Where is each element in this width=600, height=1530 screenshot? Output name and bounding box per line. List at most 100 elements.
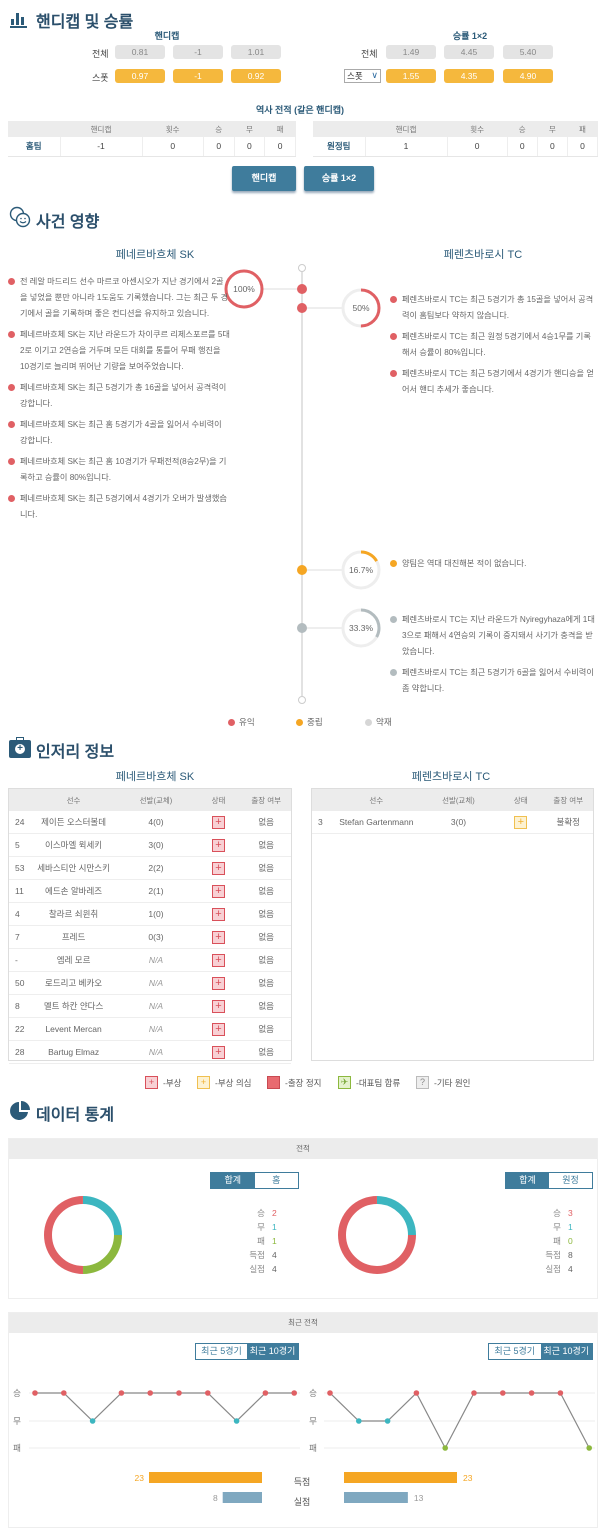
bullet-dot-icon bbox=[390, 370, 397, 377]
spot-select-value: 스폿 bbox=[347, 71, 363, 81]
toggle-total[interactable]: 합계 bbox=[506, 1173, 549, 1188]
impact-text: 페렌츠바로시 TC는 지난 라운드가 Nyiregyhaza에게 1대3으로 패… bbox=[402, 615, 595, 656]
odds-handicap-spot: 0.92 bbox=[231, 69, 281, 83]
injury-row: 4 찰라르 쇠윈취 1(0) + 없음 bbox=[9, 903, 291, 926]
impact-text: 페네르바흐체 SK는 최근 5경기에서 4경기가 오버가 발생했습니다. bbox=[20, 494, 227, 519]
player-appearances: N/A bbox=[148, 955, 164, 965]
odds-handicap-spot: 0.97 bbox=[115, 69, 165, 83]
history-header: 승 bbox=[203, 121, 235, 137]
injury-icon: + bbox=[212, 976, 226, 990]
impact-point: 페네르바흐체 SK는 최근 5경기가 총 16골을 넣어서 공격력이 강합니다. bbox=[8, 380, 230, 412]
impact-point: 페네르바흐체 SK는 지난 라운드가 차이쿠르 리제스포르를 5대2로 이기고 … bbox=[8, 327, 230, 375]
home-bar-득점 bbox=[149, 1472, 262, 1483]
player-appearances: N/A bbox=[148, 1001, 164, 1011]
section-title-handicap: 핸디캡 및 승률 bbox=[36, 14, 134, 31]
stat-value: 4 bbox=[568, 1264, 573, 1274]
home-bar-value: 8 bbox=[213, 1493, 218, 1503]
player-number: 28 bbox=[15, 1047, 25, 1057]
player-name: 세바스티안 시만스키 bbox=[37, 863, 110, 873]
history-cell: 0 bbox=[234, 137, 266, 157]
injury-column-header: 출장 여부 bbox=[251, 795, 281, 805]
injury-row: 50 로드리고 베카오 N/A + 없음 bbox=[9, 972, 291, 995]
stat-value: 0 bbox=[568, 1236, 573, 1246]
winrate-subtitle: 승률 1×2 bbox=[452, 31, 488, 41]
level-label: 무 bbox=[309, 1416, 317, 1426]
toggle-away[interactable]: 원정 bbox=[549, 1173, 592, 1188]
toggle-home[interactable]: 홈 bbox=[254, 1173, 298, 1188]
stat-label: 실점 bbox=[249, 1264, 265, 1274]
impact-text: 양팀은 역대 대진해본 적이 없습니다. bbox=[402, 559, 527, 568]
player-number: - bbox=[15, 955, 18, 965]
handicap-button[interactable]: 핸디캡 bbox=[232, 166, 296, 191]
toggle-last-10[interactable]: 최근 10경기 bbox=[540, 1344, 592, 1359]
form-point bbox=[471, 1390, 477, 1396]
player-appearances: 2(2) bbox=[148, 863, 164, 873]
timeline-node bbox=[297, 623, 307, 633]
history-header: 횟수 bbox=[142, 121, 204, 137]
player-name: 에드손 알바레즈 bbox=[45, 886, 103, 896]
form-point bbox=[233, 1418, 240, 1424]
history-cell: 0 bbox=[142, 137, 204, 157]
player-number: 11 bbox=[15, 886, 24, 896]
odds-handicap-spot: -1 bbox=[173, 69, 223, 83]
spot-select[interactable]: 스폿 ∨ bbox=[344, 69, 381, 83]
impact-text: 전 레알 마드리드 선수 마르코 아센시오가 지난 경기에서 2골을 넣었을 뿐… bbox=[20, 277, 229, 318]
player-appearances: 0(3) bbox=[148, 932, 164, 942]
odds-handicap-total: 1.01 bbox=[231, 45, 281, 59]
level-label: 무 bbox=[13, 1416, 21, 1426]
form-point bbox=[147, 1390, 153, 1396]
impact-text: 페네르바흐체 SK는 지난 라운드가 차이쿠르 리제스포르를 5대2로 이기고 … bbox=[20, 330, 230, 371]
player-name: 엠레 모르 bbox=[56, 955, 91, 965]
recent-panel: 최근 전적 bbox=[8, 1312, 598, 1528]
stat-value: 1 bbox=[272, 1236, 277, 1246]
goals-label: 득점 bbox=[294, 1476, 311, 1487]
level-label: 승 bbox=[13, 1388, 21, 1398]
toggle-last-10[interactable]: 최근 10경기 bbox=[247, 1344, 298, 1359]
odds-winrate-total: 4.45 bbox=[444, 45, 494, 59]
stat-label: 실점 bbox=[545, 1264, 561, 1274]
toggle-total[interactable]: 합계 bbox=[211, 1173, 255, 1188]
away-bar-value: 23 bbox=[463, 1473, 473, 1483]
neutral-donut-arc bbox=[341, 550, 381, 590]
history-table-home: 핸디캡 횟수 승 무 패 홈팀 -1 0 0 0 0 bbox=[8, 121, 296, 157]
toggle-last-5[interactable]: 최근 5경기 bbox=[196, 1344, 247, 1359]
injury-row: 28 Bartug Elmaz N/A + 없음 bbox=[9, 1041, 291, 1064]
suspension-icon bbox=[267, 1076, 280, 1089]
legend-dot-icon bbox=[296, 719, 303, 726]
history-cell: 0 bbox=[203, 137, 235, 157]
injury-icon: + bbox=[212, 838, 226, 852]
injury-table-header: 선수 선발(교체) 상태 출장 여부 bbox=[312, 789, 593, 811]
section-title-injury: 인저리 정보 bbox=[36, 744, 115, 761]
chevron-down-icon: ∨ bbox=[371, 70, 378, 80]
other-reason-icon: ? bbox=[416, 1076, 429, 1089]
player-number: 8 bbox=[15, 1001, 20, 1011]
stat-value: 1 bbox=[568, 1222, 573, 1232]
impact-text: 페네르바흐체 SK는 최근 홈 5경기가 4골을 잃어서 수비력이 강합니다. bbox=[20, 420, 222, 445]
medical-kit-icon: + bbox=[9, 737, 31, 758]
legend-label: 중립 bbox=[307, 717, 323, 727]
injury-icon: + bbox=[145, 1076, 158, 1089]
availability: 없음 bbox=[258, 1001, 274, 1011]
history-cell: 원정팀 bbox=[313, 137, 366, 157]
injury-legend-label: -기타 원인 bbox=[434, 1078, 471, 1088]
availability: 없음 bbox=[258, 1047, 274, 1057]
donut-slice-승 bbox=[44, 1196, 84, 1274]
toggle-last-5[interactable]: 최근 5경기 bbox=[489, 1344, 541, 1359]
injury-row: 5 이스마엘 윅세키 3(0) + 없음 bbox=[9, 834, 291, 857]
history-row: 홈팀 -1 0 0 0 0 bbox=[8, 137, 296, 157]
away-recent-toggle: 최근 5경기 최근 10경기 bbox=[488, 1343, 593, 1360]
history-cell: 홈팀 bbox=[8, 137, 61, 157]
odds-winrate-spot: 1.55 bbox=[386, 69, 436, 83]
record-donuts bbox=[44, 1196, 416, 1274]
injury-row: 24 제이든 오스터볼데 4(0) + 없음 bbox=[9, 811, 291, 834]
availability: 없음 bbox=[258, 932, 274, 942]
impact-point: 페네르바흐체 SK는 최근 홈 5경기가 4골을 잃어서 수비력이 강합니다. bbox=[8, 417, 230, 449]
form-point bbox=[32, 1390, 38, 1396]
away-donut-arc bbox=[341, 288, 381, 328]
winrate-button[interactable]: 승률 1×2 bbox=[304, 166, 374, 191]
injury-column-header: 선수 bbox=[369, 795, 384, 805]
injury-icon: + bbox=[212, 1022, 226, 1036]
odds-handicap-total: 0.81 bbox=[115, 45, 165, 59]
away-donut-label: 50% bbox=[352, 303, 369, 313]
chart-bars-icon bbox=[10, 10, 27, 28]
